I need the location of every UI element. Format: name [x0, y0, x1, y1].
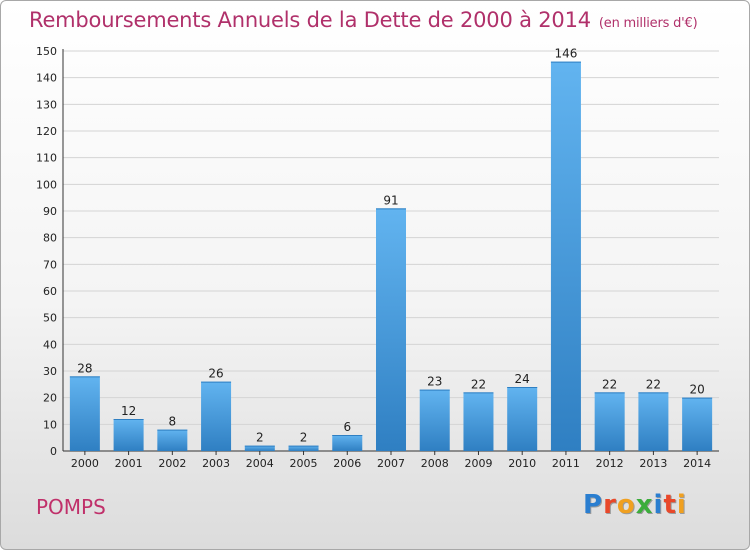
units-label: (en milliers d'€): [598, 16, 698, 31]
bar-value-label: 28: [77, 361, 92, 375]
x-tick-label: 2009: [464, 457, 492, 470]
y-tick-label: 20: [43, 392, 57, 405]
bar-value-label: 22: [602, 377, 617, 391]
x-tick-label: 2000: [71, 457, 99, 470]
x-tick-label: 2014: [683, 457, 711, 470]
y-tick-label: 120: [36, 125, 57, 138]
bar-value-label: 8: [169, 415, 177, 429]
bar-value-label: 2: [256, 431, 264, 445]
x-tick-label: 2012: [596, 457, 624, 470]
proxiti-logo: Proxiti: [583, 490, 687, 520]
bar-value-label: 12: [121, 404, 136, 418]
x-tick-label: 2007: [377, 457, 405, 470]
x-tick-label: 2001: [115, 457, 143, 470]
logo-letter: P: [583, 490, 604, 520]
x-tick-label: 2013: [639, 457, 667, 470]
bar: [507, 387, 538, 451]
x-tick-label: 2002: [158, 457, 186, 470]
y-tick-label: 110: [36, 152, 57, 165]
x-tick-label: 2004: [246, 457, 274, 470]
bar: [244, 445, 275, 451]
commune-name: POMPS: [36, 495, 106, 519]
bars: [69, 61, 713, 452]
bar-value-label: 23: [427, 375, 442, 389]
bar: [332, 435, 363, 451]
bar: [419, 389, 450, 451]
bar-value-label: 20: [689, 383, 704, 397]
y-tick-label: 100: [36, 178, 57, 191]
y-tick-label: 150: [36, 45, 57, 58]
y-tick-label: 90: [43, 205, 57, 218]
x-tick-label: 2005: [290, 457, 318, 470]
x-tick-label: 2003: [202, 457, 230, 470]
y-tick-label: 80: [43, 232, 57, 245]
y-tick-label: 50: [43, 312, 57, 325]
bar: [376, 208, 406, 451]
y-tick-label: 140: [36, 72, 57, 85]
x-tick-label: 2010: [508, 457, 536, 470]
y-tick-label: 10: [43, 418, 57, 431]
x-tick-label: 2006: [333, 457, 361, 470]
bar-value-label: 6: [343, 420, 351, 434]
bar-value-label: 2: [300, 431, 308, 445]
y-tick-label: 0: [50, 445, 57, 458]
logo-letter: o: [616, 490, 636, 520]
chart-title-text: Remboursements Annuels de la Dette de 20…: [29, 8, 591, 32]
x-tick-label: 2011: [552, 457, 580, 470]
bar: [288, 445, 319, 451]
bar: [201, 381, 232, 451]
logo-letter: r: [603, 490, 617, 520]
x-tick-label: 2008: [421, 457, 449, 470]
bar: [550, 61, 581, 452]
bar-value-label: 91: [383, 193, 398, 207]
bar-value-label: 26: [208, 367, 223, 381]
x-tick-labels: 2000 2001 2002 2003 2004 2005 2006 2007 2008 2009…: [71, 451, 711, 470]
y-tick-label: 40: [43, 338, 57, 351]
bar: [638, 392, 669, 451]
logo-letter: i: [676, 490, 687, 520]
bar: [157, 429, 188, 451]
y-tick-label: 70: [43, 258, 57, 271]
y-tick-label: 130: [36, 98, 57, 111]
bar: [594, 392, 625, 451]
bar: [69, 376, 100, 451]
y-tick-label: 60: [43, 285, 57, 298]
bar-value-label: 22: [646, 377, 661, 391]
bar: [682, 397, 713, 451]
logo-letter: t: [663, 490, 677, 520]
bar: [113, 419, 144, 451]
bar: [463, 392, 494, 451]
bar-value-label: 146: [554, 47, 577, 61]
logo-letter: i: [653, 490, 664, 520]
bar-value-label: 22: [471, 377, 486, 391]
bar-value-label: 24: [515, 372, 530, 386]
logo-letter: x: [635, 490, 654, 520]
y-tick-labels: 0 10 20 30 40 50 60 70 80 90 100 110 120 130 140 150: [36, 45, 57, 458]
chart-title: Remboursements Annuels de la Dette de 20…: [29, 8, 698, 32]
y-tick-label: 30: [43, 365, 57, 378]
